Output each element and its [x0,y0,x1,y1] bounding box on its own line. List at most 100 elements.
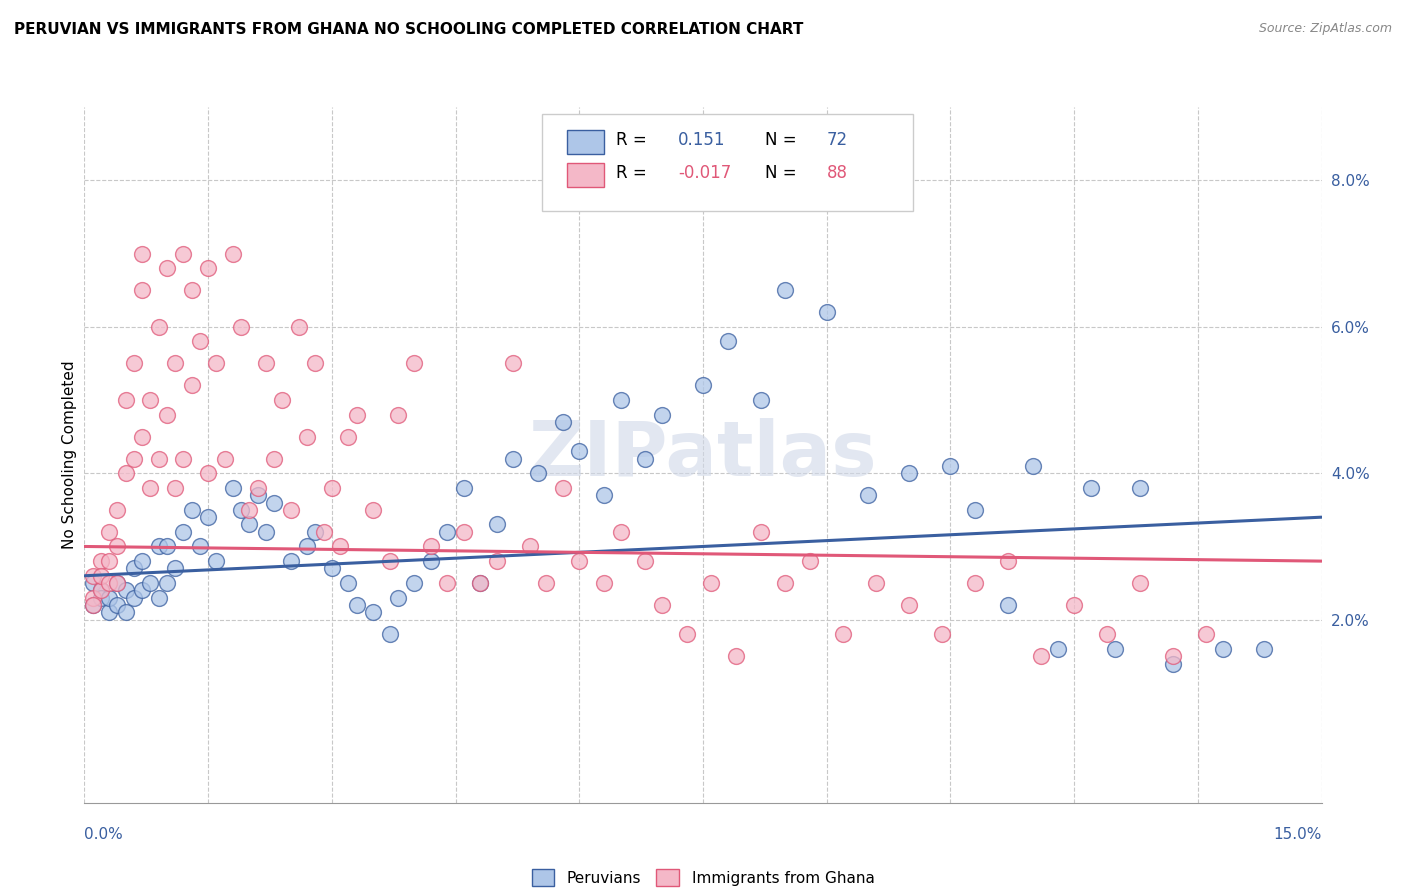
Point [229,503,252,517]
Point [165,481,187,495]
Point [898,598,921,612]
Point [214,451,236,466]
Point [131,246,153,260]
Point [122,451,145,466]
Point [419,540,441,554]
Point [122,561,145,575]
Point [346,408,368,422]
Point [304,524,326,539]
Point [931,627,953,641]
Point [222,481,245,495]
Point [675,627,697,641]
Point [90,583,112,598]
Point [90,583,112,598]
FancyBboxPatch shape [543,114,914,211]
Point [436,576,458,591]
Point [865,576,887,591]
Point [527,467,550,481]
Text: ZIPatlas: ZIPatlas [529,418,877,491]
Point [485,517,508,532]
Point [551,481,574,495]
Point [280,503,302,517]
Point [568,554,591,568]
Point [593,488,616,502]
Point [634,554,657,568]
Point [1253,642,1275,657]
Point [148,451,170,466]
Text: N =: N = [765,131,801,150]
Point [98,554,121,568]
Point [114,606,136,620]
Point [609,392,631,407]
Point [1046,642,1069,657]
Point [122,591,145,605]
Point [404,356,426,370]
Point [263,495,285,509]
Point [188,334,211,349]
Point [148,540,170,554]
Point [180,378,202,392]
Point [156,576,179,591]
Point [609,524,631,539]
Point [105,576,128,591]
Point [470,576,492,591]
Point [263,451,285,466]
Point [470,576,492,591]
Point [105,540,128,554]
Point [551,415,574,429]
Point [90,568,112,582]
Point [295,429,318,443]
Point [404,576,426,591]
Point [90,591,112,605]
Point [815,305,838,319]
Point [1195,627,1218,641]
Point [997,598,1019,612]
Point [197,261,219,276]
Text: 0.151: 0.151 [678,131,725,150]
Point [361,606,384,620]
Point [131,583,153,598]
Point [131,429,153,443]
Text: R =: R = [616,164,652,182]
Point [148,591,170,605]
Point [361,503,384,517]
Text: 0.0%: 0.0% [84,827,124,841]
Point [90,554,112,568]
Point [105,576,128,591]
Text: Source: ZipAtlas.com: Source: ZipAtlas.com [1258,22,1392,36]
Point [197,510,219,524]
Text: N =: N = [765,164,801,182]
Point [346,598,368,612]
Point [749,392,772,407]
Point [321,561,343,575]
Point [156,540,179,554]
Text: 88: 88 [827,164,848,182]
Point [337,576,360,591]
Point [1104,642,1126,657]
Point [246,481,269,495]
Point [205,356,228,370]
Point [295,540,318,554]
Text: PERUVIAN VS IMMIGRANTS FROM GHANA NO SCHOOLING COMPLETED CORRELATION CHART: PERUVIAN VS IMMIGRANTS FROM GHANA NO SCH… [14,22,803,37]
Point [1063,598,1085,612]
Point [593,576,616,591]
Point [82,591,104,605]
Point [329,540,352,554]
Point [799,554,821,568]
Point [254,356,277,370]
Point [254,524,277,539]
Point [246,488,269,502]
Point [485,554,508,568]
Text: R =: R = [616,131,652,150]
Point [387,591,409,605]
Point [165,561,187,575]
Point [1031,649,1053,664]
Point [82,568,104,582]
Point [651,408,673,422]
Point [271,392,294,407]
Point [321,481,343,495]
Y-axis label: No Schooling Completed: No Schooling Completed [62,360,77,549]
Point [156,261,179,276]
Point [82,598,104,612]
Point [139,392,162,407]
